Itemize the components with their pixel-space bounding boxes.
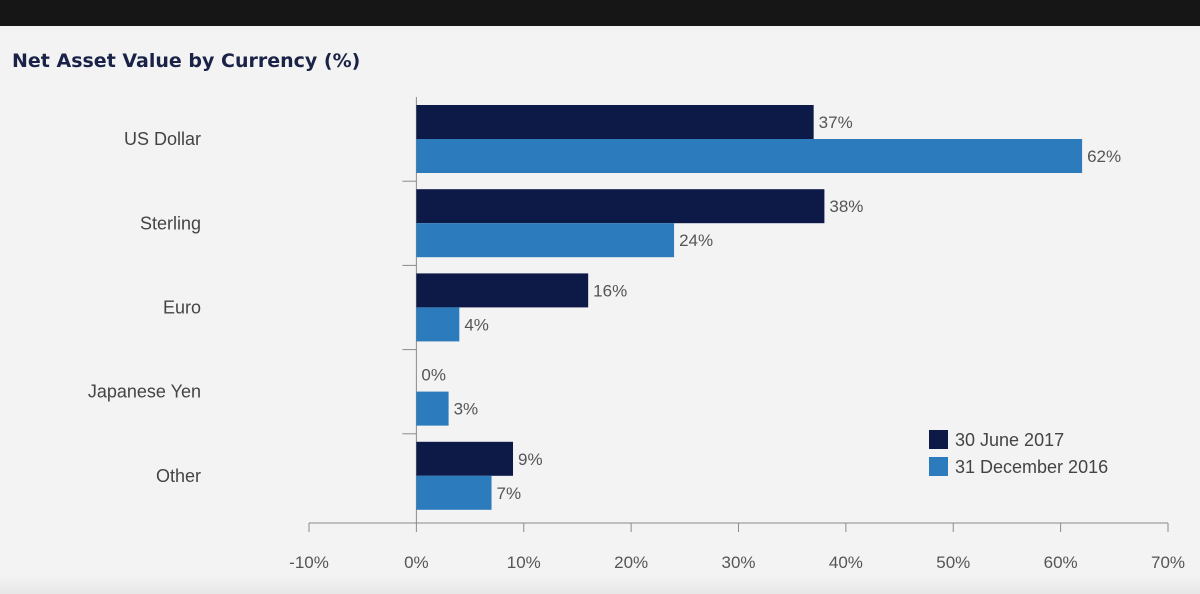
bar — [416, 189, 825, 224]
data-label: 9% — [518, 450, 543, 469]
x-tick-label: 10% — [507, 553, 541, 572]
bar — [416, 391, 449, 426]
category-label: Euro — [163, 298, 201, 318]
legend-label: 31 December 2016 — [955, 457, 1108, 477]
category-label: Sterling — [140, 213, 201, 233]
top-black-bar — [0, 0, 1200, 26]
bar — [416, 139, 1083, 173]
chart-title: Net Asset Value by Currency (%) — [12, 50, 361, 72]
legend-label: 30 June 2017 — [955, 430, 1064, 450]
data-label: 38% — [829, 197, 863, 216]
x-tick-label: -10% — [289, 553, 329, 572]
bar — [416, 273, 589, 308]
x-tick-label: 70% — [1151, 553, 1185, 572]
data-label: 62% — [1087, 147, 1121, 166]
category-label: US Dollar — [124, 129, 201, 149]
data-label: 3% — [454, 400, 479, 419]
legend-swatch — [929, 430, 948, 449]
data-label: 24% — [679, 231, 713, 250]
data-label: 37% — [819, 113, 853, 132]
data-label: 0% — [421, 366, 446, 385]
x-tick-label: 0% — [404, 553, 429, 572]
bar — [416, 307, 460, 342]
bar — [416, 475, 492, 510]
x-tick-label: 40% — [829, 553, 863, 572]
x-tick-label: 30% — [721, 553, 755, 572]
x-tick-label: 50% — [936, 553, 970, 572]
bar — [416, 441, 514, 476]
data-label: 4% — [464, 315, 489, 334]
data-label: 7% — [497, 484, 522, 503]
bar — [416, 223, 675, 258]
data-label: 16% — [593, 281, 627, 300]
legend-swatch — [929, 457, 948, 476]
x-tick-label: 60% — [1044, 553, 1078, 572]
category-label: Japanese Yen — [88, 382, 201, 402]
x-tick-label: 20% — [614, 553, 648, 572]
category-label: Other — [156, 466, 201, 486]
bar — [416, 105, 814, 139]
